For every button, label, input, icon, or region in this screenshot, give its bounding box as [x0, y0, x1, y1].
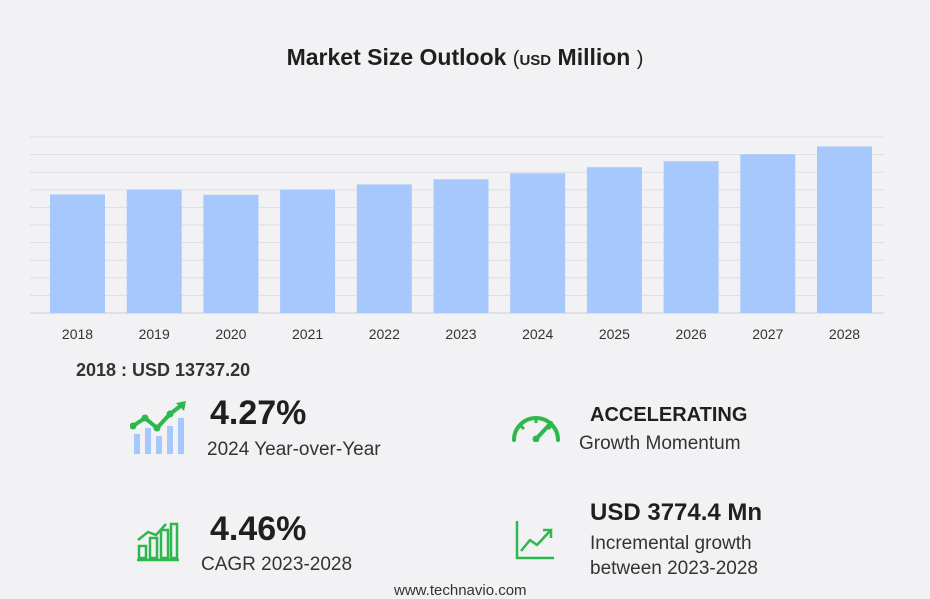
- trend-line-icon: [515, 521, 554, 560]
- chart-x-ticks: 2018 2019 2020 2021 2022 2023 2024 2025 2026 2027…: [62, 326, 860, 342]
- title-paren-open: (: [512, 48, 520, 70]
- bar-2027: [740, 154, 796, 313]
- incremental-label-line1: Incremental growth: [590, 533, 752, 554]
- x-tick-label: 2026: [676, 326, 707, 342]
- x-tick-label: 2018: [62, 326, 93, 342]
- title-scale: Million: [557, 44, 631, 70]
- x-tick-label: 2020: [215, 326, 246, 342]
- title-paren-close: ): [636, 48, 644, 70]
- cagr-label: CAGR 2023-2028: [201, 554, 353, 575]
- yoy-value: 4.27%: [210, 394, 307, 432]
- bar-2023: [433, 179, 489, 313]
- speedometer-icon: [512, 416, 560, 442]
- bar-2021: [280, 189, 336, 313]
- x-tick-label: 2019: [139, 326, 170, 342]
- bar-2024: [510, 173, 566, 313]
- bar-2018: [50, 194, 105, 313]
- bar-2028: [817, 146, 872, 313]
- x-tick-label: 2023: [445, 326, 476, 342]
- title-main: Market Size Outlook: [286, 44, 507, 70]
- bar-2019: [126, 189, 182, 313]
- momentum-label: Growth Momentum: [579, 433, 741, 454]
- title-unit: USD: [519, 52, 552, 69]
- x-tick-label: 2025: [599, 326, 630, 342]
- chart-title: Market Size Outlook (USD Million ): [0, 44, 930, 71]
- bar-chart: 2018 2019 2020 2021 2022 2023 2024 2025 2026 2027…: [30, 136, 884, 342]
- chart-bars: [50, 146, 872, 313]
- base-year-value: 2018 : USD 13737.20: [76, 360, 251, 380]
- bar-2020: [203, 194, 259, 313]
- cagr-value: 4.46%: [210, 510, 307, 548]
- bar-2026: [663, 161, 719, 313]
- bar-2022: [356, 184, 412, 313]
- x-tick-label: 2027: [752, 326, 783, 342]
- momentum-value: ACCELERATING: [590, 404, 748, 426]
- x-tick-label: 2024: [522, 326, 553, 342]
- bar-2025: [586, 167, 642, 313]
- x-tick-label: 2022: [369, 326, 400, 342]
- incremental-value: USD 3774.4 Mn: [590, 499, 763, 526]
- source-url: www.technavio.com: [394, 582, 527, 599]
- x-tick-label: 2021: [292, 326, 323, 342]
- yoy-label: 2024 Year-over-Year: [207, 439, 381, 460]
- incremental-label-line2: between 2023-2028: [590, 558, 758, 579]
- bar-chart-icon: [137, 522, 179, 562]
- growth-bars-icon: [130, 401, 186, 454]
- x-tick-label: 2028: [829, 326, 860, 342]
